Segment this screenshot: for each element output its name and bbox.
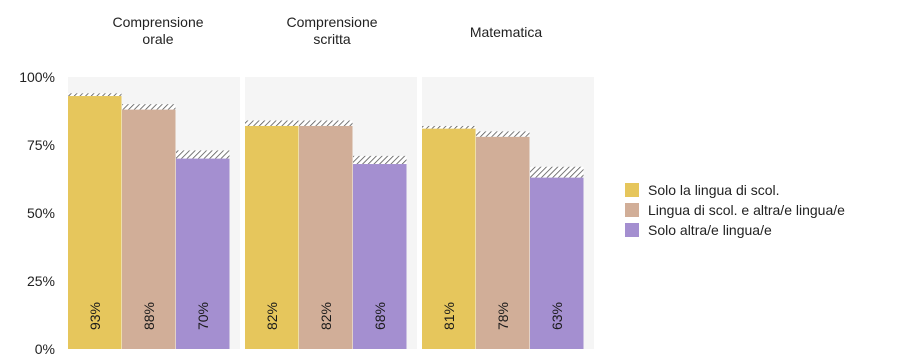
legend-item-1: Lingua di scol. e altra/e lingua/e: [625, 200, 845, 220]
bar: [68, 96, 122, 349]
data-label: 93%: [87, 302, 103, 330]
bar-hatch: [68, 93, 122, 97]
legend-label-2: Solo altra/e lingua/e: [648, 222, 772, 238]
legend-swatch-1: [625, 203, 639, 217]
bars: [68, 93, 584, 350]
bar-hatch: [353, 155, 407, 165]
legend-swatch-0: [625, 183, 639, 197]
data-label: 88%: [141, 302, 157, 330]
data-label: 68%: [372, 302, 388, 330]
bar-hatch: [476, 131, 530, 137]
bar-hatch: [176, 150, 230, 159]
legend-swatch-2: [625, 223, 639, 237]
data-label: 81%: [441, 302, 457, 330]
y-tick-label: 75%: [27, 137, 55, 153]
y-tick-label: 50%: [27, 205, 55, 221]
bar-hatch: [530, 166, 584, 178]
panel-title: Matematica: [470, 24, 543, 40]
bar: [530, 177, 584, 349]
data-label: 70%: [195, 302, 211, 330]
bar-hatch: [245, 120, 299, 126]
y-axis: 0% 25% 50% 75% 100%: [19, 69, 55, 356]
bar: [122, 109, 176, 349]
bar: [476, 136, 530, 349]
data-labels: 93% 88% 70% 82% 82% 68% 81% 78% 63%: [87, 302, 565, 330]
bar: [353, 164, 407, 349]
y-tick-label: 100%: [19, 69, 55, 85]
bar-hatch: [299, 120, 353, 126]
bar: [176, 158, 230, 349]
panel-title: scritta: [313, 31, 351, 47]
legend-item-0: Solo la lingua di scol.: [625, 180, 845, 200]
bar-hatch: [422, 125, 476, 129]
bar-hatch: [122, 104, 176, 110]
panel-title: Comprensione: [286, 14, 377, 30]
data-label: 82%: [318, 302, 334, 330]
legend-label-0: Solo la lingua di scol.: [648, 182, 780, 198]
legend-label-1: Lingua di scol. e altra/e lingua/e: [648, 202, 845, 218]
panel-title: Comprensione: [112, 14, 203, 30]
legend-item-2: Solo altra/e lingua/e: [625, 220, 845, 240]
data-label: 78%: [495, 302, 511, 330]
bar: [422, 128, 476, 349]
y-tick-label: 25%: [27, 273, 55, 289]
data-label: 82%: [264, 302, 280, 330]
bar: [299, 125, 353, 350]
legend: Solo la lingua di scol. Lingua di scol. …: [625, 180, 845, 240]
bar: [245, 125, 299, 350]
panel-title: orale: [142, 31, 173, 47]
y-tick-label: 0%: [35, 341, 55, 356]
data-label: 63%: [549, 302, 565, 330]
